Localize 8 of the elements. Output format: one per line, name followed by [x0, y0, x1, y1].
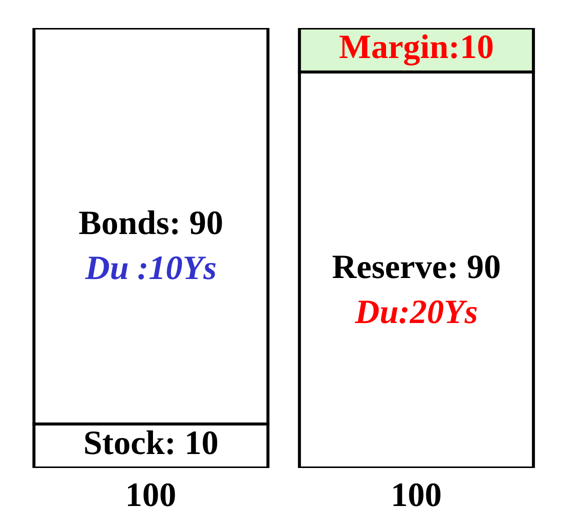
data-label: Bonds: 90: [78, 204, 224, 242]
data-label: Reserve: 90: [332, 248, 501, 286]
annotation: Du :10Ys: [84, 250, 217, 287]
data-label: Margin:10: [339, 28, 494, 66]
annotation: Du:20Ys: [354, 294, 478, 331]
total-label: 100: [390, 477, 442, 514]
data-label: Stock: 10: [83, 424, 218, 462]
total-label: 100: [125, 477, 176, 514]
